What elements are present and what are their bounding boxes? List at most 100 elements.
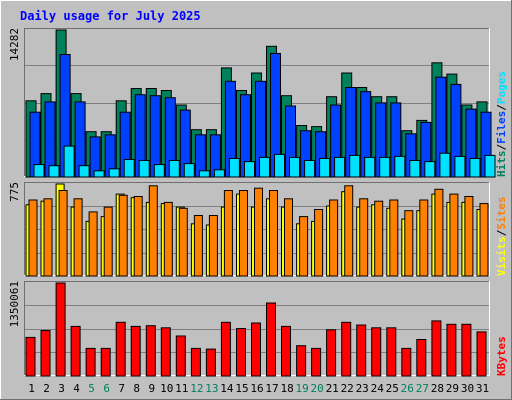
bar-kbytes <box>461 323 472 377</box>
bar-sites <box>449 193 459 277</box>
series-pages <box>33 145 496 178</box>
day-label: 5 <box>88 382 95 395</box>
bar-sites <box>178 207 188 277</box>
day-label: 30 <box>461 382 474 395</box>
day-label: 27 <box>416 382 429 395</box>
day-label: 3 <box>58 382 65 395</box>
bar-pages <box>78 165 90 178</box>
day-label: 24 <box>371 382 385 395</box>
day-label: 20 <box>310 382 323 395</box>
bar-kbytes <box>281 325 291 377</box>
day-label: 25 <box>386 382 399 395</box>
day-label: 14 <box>220 382 234 395</box>
bar-pages <box>409 160 421 178</box>
bar-kbytes <box>446 323 457 377</box>
bar-kbytes <box>431 320 442 377</box>
bar-pages <box>274 153 285 178</box>
bar-pages <box>319 158 331 178</box>
bar-pages <box>454 155 466 178</box>
series-sites <box>28 185 489 277</box>
day-label: 1 <box>28 382 35 395</box>
bar-kbytes <box>160 327 171 377</box>
bar-sites <box>43 198 53 277</box>
day-label: 29 <box>446 382 459 395</box>
panel-visits-sites: 775 Visits/Sites <box>8 182 508 277</box>
legend-entry: Pages <box>495 71 508 104</box>
bar-kbytes <box>175 335 186 377</box>
bar-kbytes <box>100 347 111 377</box>
bar-pages <box>108 168 120 178</box>
bar-sites <box>464 196 474 277</box>
bar-sites <box>269 190 278 277</box>
panel-kbytes: 1350061 KBytes <box>8 281 508 377</box>
day-label: 21 <box>326 382 339 395</box>
bar-kbytes <box>341 321 352 377</box>
legend-entry: / <box>495 229 508 236</box>
bar-pages <box>183 163 195 178</box>
bar-sites <box>284 198 293 277</box>
series-kbytes <box>25 282 487 377</box>
day-label: 17 <box>265 382 278 395</box>
bar-pages <box>349 154 361 178</box>
bar-sites <box>404 210 414 277</box>
bar-sites <box>208 215 218 277</box>
day-label: 23 <box>356 382 369 395</box>
bar-kbytes <box>251 322 261 377</box>
legend-entry: Files <box>495 111 508 144</box>
bar-kbytes <box>115 321 126 377</box>
bar-sites <box>329 199 339 277</box>
bar-kbytes <box>145 325 156 377</box>
bar-kbytes <box>326 329 337 377</box>
bar-sites <box>163 201 173 277</box>
bar-pages <box>198 170 210 178</box>
bar-pages <box>364 156 376 178</box>
chart-panels: 14282Hits/Files/Pages775Visits/Sites1350… <box>8 28 508 377</box>
bar-pages <box>153 164 165 178</box>
bar-kbytes <box>205 348 216 377</box>
bar-pages <box>304 160 316 178</box>
day-label: 6 <box>103 382 110 395</box>
bar-kbytes <box>311 347 322 377</box>
bar-sites <box>118 194 128 277</box>
legend-kbytes: KBytes <box>495 336 508 376</box>
day-label: 26 <box>401 382 414 395</box>
ymax-label-visits-sites: 775 <box>8 182 21 202</box>
bar-kbytes <box>401 347 412 377</box>
bar-pages <box>394 155 406 178</box>
legend-entry: Visits <box>495 236 508 276</box>
legend-entry: Sites <box>495 197 508 230</box>
chart-title: Daily usage for July 2025 <box>20 9 201 23</box>
bar-sites <box>88 211 98 277</box>
bar-kbytes <box>85 347 96 377</box>
day-label: 9 <box>148 382 155 395</box>
bar-sites <box>103 206 113 277</box>
bar-sites <box>193 215 203 277</box>
day-label: 15 <box>235 382 248 395</box>
bar-pages <box>168 160 180 178</box>
legend-entry: / <box>495 104 508 111</box>
bar-pages <box>123 159 135 178</box>
bar-pages <box>63 145 75 178</box>
day-labels: 1 2 3 4 5 6 7 8 9 10 11 12 13 14 15 16 17 18 19 20 21 22 23 24 2… <box>28 382 489 395</box>
bar-sites <box>434 188 444 277</box>
bar-kbytes <box>416 339 427 377</box>
day-label: 11 <box>175 382 188 395</box>
day-label: 22 <box>341 382 354 395</box>
ymax-label-hits-files-pages: 14282 <box>8 28 21 61</box>
legend-entry: Hits <box>495 151 508 178</box>
bar-pages <box>228 158 240 178</box>
bar-pages <box>93 170 105 178</box>
bar-kbytes <box>296 345 307 377</box>
bar-sites <box>239 190 248 277</box>
bar-pages <box>484 154 496 178</box>
bar-sites <box>389 199 399 277</box>
bar-sites <box>254 187 263 277</box>
bar-kbytes <box>266 302 276 377</box>
bar-sites <box>419 199 429 277</box>
bar-pages <box>439 152 451 178</box>
bar-pages <box>469 158 481 178</box>
bar-pages <box>379 156 391 178</box>
bar-sites <box>479 203 489 277</box>
